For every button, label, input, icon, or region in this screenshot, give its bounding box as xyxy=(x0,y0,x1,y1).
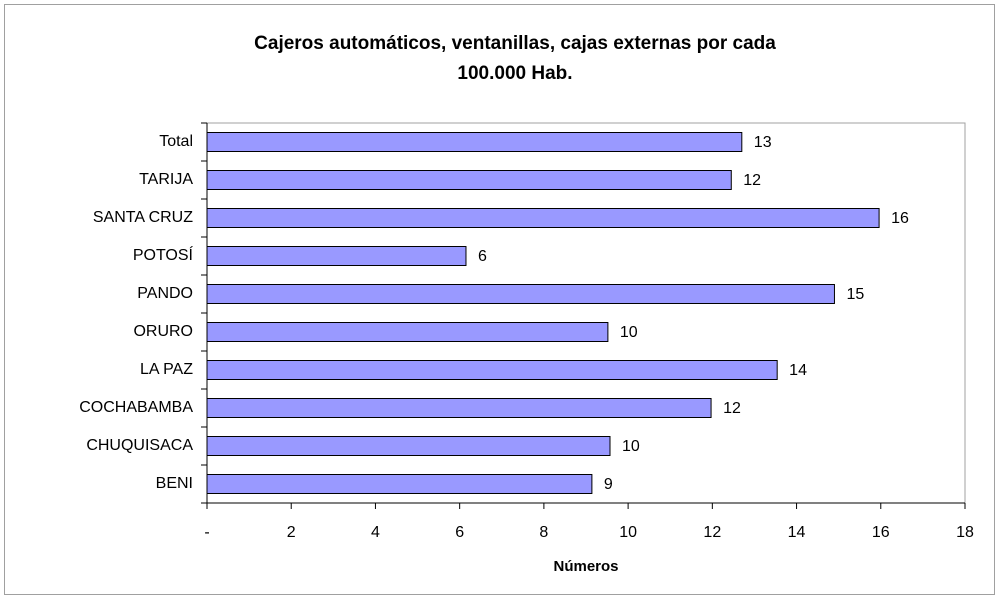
x-tick-label: 18 xyxy=(956,524,974,541)
chart-title: 100.000 Hab. xyxy=(457,63,572,84)
y-tick-label: Total xyxy=(159,133,193,150)
x-tick-label: 16 xyxy=(872,524,890,541)
value-label: 9 xyxy=(604,476,613,493)
bar xyxy=(206,322,609,342)
y-tick-label: PANDO xyxy=(137,285,193,302)
bar xyxy=(206,474,593,494)
bar xyxy=(206,246,467,266)
y-tick-label: ORURO xyxy=(133,323,193,340)
value-label: 6 xyxy=(478,248,487,265)
value-label: 13 xyxy=(754,134,772,151)
x-tick-label: 2 xyxy=(287,524,296,541)
value-label: 14 xyxy=(789,362,807,379)
bar xyxy=(206,284,835,304)
bar xyxy=(206,398,712,418)
value-label: 15 xyxy=(846,286,864,303)
x-tick-label: 14 xyxy=(788,524,806,541)
bar xyxy=(206,436,611,456)
y-tick-label: BENI xyxy=(156,475,193,492)
value-label: 10 xyxy=(622,438,640,455)
y-tick-label: COCHABAMBA xyxy=(79,399,193,416)
y-tick-label: CHUQUISACA xyxy=(86,437,193,454)
y-tick-label: POTOSÍ xyxy=(133,245,194,264)
x-tick-label: - xyxy=(204,524,209,541)
x-tick-label: 12 xyxy=(703,524,721,541)
x-tick-label: 6 xyxy=(455,524,464,541)
bar xyxy=(206,360,778,380)
value-label: 16 xyxy=(891,210,909,227)
y-tick-label: LA PAZ xyxy=(140,361,193,378)
x-tick-label: 4 xyxy=(371,524,380,541)
value-label: 10 xyxy=(620,324,638,341)
x-axis-label: Números xyxy=(553,558,618,575)
value-label: 12 xyxy=(743,172,761,189)
x-tick-label: 10 xyxy=(619,524,637,541)
bar xyxy=(206,132,743,152)
chart-title: Cajeros automáticos, ventanillas, cajas … xyxy=(254,33,776,54)
y-tick-label: SANTA CRUZ xyxy=(93,209,193,226)
bar xyxy=(206,170,732,190)
value-label: 12 xyxy=(723,400,741,417)
y-tick-label: TARIJA xyxy=(139,171,193,188)
x-tick-label: 8 xyxy=(539,524,548,541)
bar xyxy=(206,208,880,228)
